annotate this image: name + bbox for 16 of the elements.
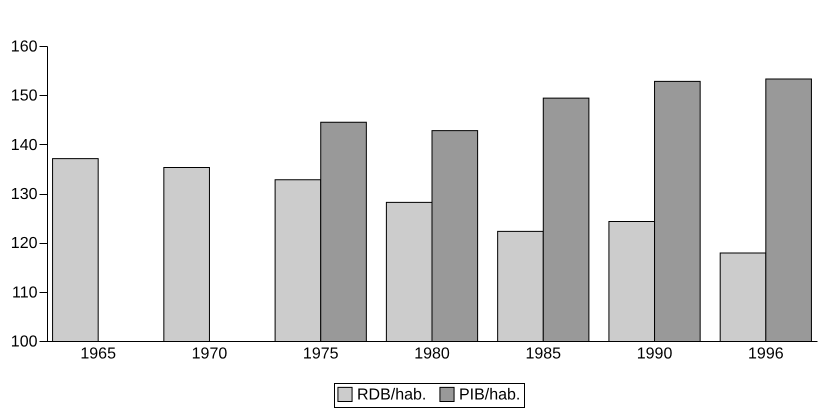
x-tick-label: 1965 [80, 346, 116, 362]
y-tick-label: 110 [12, 284, 38, 302]
x-tick-label: 1985 [525, 346, 562, 362]
y-tick-label: 150 [10, 88, 38, 105]
y-tick-label: 160 [10, 38, 38, 56]
legend-label: PIB/hab. [459, 386, 520, 404]
legend-label: RDB/hab. [357, 386, 426, 404]
x-tick-label: 1975 [302, 346, 339, 362]
x-tick-label: 1996 [748, 346, 784, 362]
y-tick-label: 100 [10, 334, 38, 350]
y-tick-label: 120 [10, 235, 38, 252]
y-tick-label: 140 [10, 136, 38, 154]
x-tick-label: 1980 [414, 346, 450, 362]
x-tick-label: 1990 [636, 346, 672, 362]
y-tick-label: 130 [10, 186, 38, 203]
x-tick-label: 1970 [192, 346, 228, 362]
